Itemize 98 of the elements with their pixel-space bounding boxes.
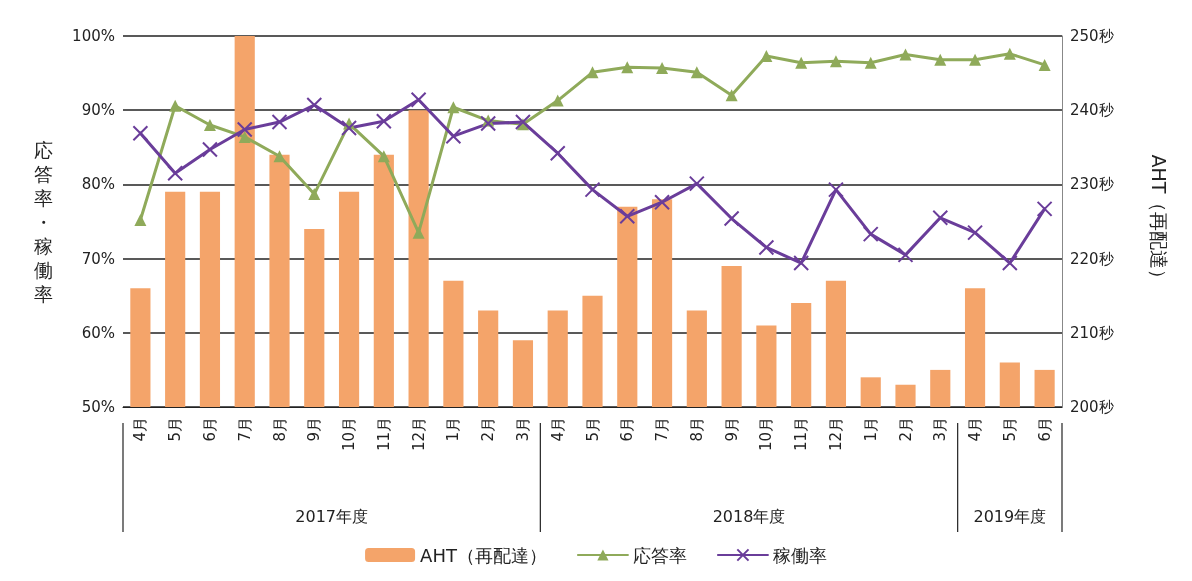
x-tick-label: 3月	[513, 417, 532, 442]
point	[341, 120, 358, 137]
x-tick-label: 6月	[618, 417, 637, 442]
point	[899, 48, 912, 61]
x-tick-label: 12月	[826, 417, 845, 452]
point	[377, 150, 390, 163]
x-tick-label: 1月	[861, 417, 880, 442]
legend-label: AHT（再配達）	[420, 544, 547, 566]
point	[167, 165, 184, 182]
point	[375, 113, 392, 130]
point	[201, 141, 218, 158]
x-tick-label: 10月	[757, 417, 776, 452]
y2-tick-label: 250秒	[1070, 27, 1114, 45]
y2-tick-label: 230秒	[1070, 175, 1114, 194]
x-tick-label: 2月	[479, 417, 498, 442]
point	[273, 150, 286, 163]
y-tick-label: 100%	[72, 27, 115, 45]
y-tick-label: 80%	[81, 175, 115, 194]
point	[795, 56, 808, 69]
point	[236, 121, 253, 138]
point	[619, 208, 636, 225]
y2-tick-label: 240秒	[1070, 101, 1114, 120]
text: 2018年度	[712, 506, 786, 526]
x-tick-label: 11月	[374, 417, 393, 452]
point	[758, 239, 775, 256]
x-tick-label: 12月	[409, 417, 428, 452]
point	[969, 53, 982, 66]
point	[445, 128, 462, 145]
point	[829, 55, 842, 68]
legend-label: 応答率	[632, 544, 687, 566]
point	[549, 145, 566, 162]
point	[827, 181, 844, 198]
point	[1038, 58, 1051, 71]
point	[1036, 200, 1053, 217]
point	[864, 56, 877, 69]
x-tick-label: 7月	[235, 417, 254, 442]
x-tick-label: 5月	[1000, 417, 1019, 442]
point	[271, 114, 288, 131]
point	[203, 119, 216, 132]
point	[934, 53, 947, 66]
point	[551, 94, 564, 107]
point	[586, 66, 599, 79]
text: 2017年度	[295, 506, 369, 526]
x-tick-label: 8月	[687, 417, 706, 442]
x-tick-label: 3月	[931, 417, 950, 442]
legend-label: 稼働率	[772, 544, 827, 566]
point	[654, 194, 671, 211]
point	[621, 61, 634, 74]
point	[584, 181, 601, 198]
x-tick-label: 11月	[792, 417, 811, 452]
x-tick-label: 6月	[1035, 417, 1054, 442]
point	[793, 255, 810, 272]
x-tick-label: 5月	[166, 417, 185, 442]
y2-axis-title: AHT（再配達）	[1148, 154, 1170, 289]
point	[760, 50, 773, 63]
y2-tick-label: 210秒	[1070, 323, 1114, 342]
x-tick-label: 1月	[444, 417, 463, 442]
point	[723, 210, 740, 227]
x-tick-label: 6月	[200, 417, 219, 442]
x-tick-label: 8月	[270, 417, 289, 442]
point	[308, 188, 321, 201]
point	[447, 101, 460, 114]
y-tick-label: 60%	[81, 323, 115, 342]
point	[514, 114, 531, 131]
x-tick-label: 9月	[722, 417, 741, 442]
point	[238, 130, 251, 143]
x-tick-label: 2月	[896, 417, 915, 442]
x-tick-label: 9月	[305, 417, 324, 442]
x-tick-label: 4月	[131, 417, 150, 442]
point	[1003, 47, 1016, 60]
y-tick-label: 50%	[81, 398, 115, 416]
x-tick-label: 4月	[548, 417, 567, 442]
point	[897, 246, 914, 263]
point	[412, 226, 425, 239]
point	[862, 226, 879, 243]
point	[1001, 255, 1018, 272]
point	[306, 97, 323, 114]
x-tick-label: 5月	[583, 417, 602, 442]
point	[656, 61, 669, 74]
y-axis-title: 応答率・稼働率	[34, 138, 53, 305]
x-tick-label: 10月	[340, 417, 359, 452]
y2-tick-label: 200秒	[1070, 398, 1114, 416]
point	[690, 66, 703, 79]
point	[169, 99, 182, 112]
point	[967, 224, 984, 241]
point	[725, 89, 738, 102]
point	[688, 175, 705, 192]
point	[134, 214, 147, 227]
y-tick-label: 70%	[81, 249, 115, 268]
x-tick-label: 7月	[653, 417, 672, 442]
point	[480, 115, 497, 132]
x-tick-label: 4月	[966, 417, 985, 442]
y-tick-label: 90%	[81, 101, 115, 120]
text: 2019年度	[973, 506, 1047, 526]
point	[132, 125, 149, 142]
point	[932, 209, 949, 226]
point	[410, 91, 427, 108]
y2-tick-label: 220秒	[1070, 249, 1114, 268]
